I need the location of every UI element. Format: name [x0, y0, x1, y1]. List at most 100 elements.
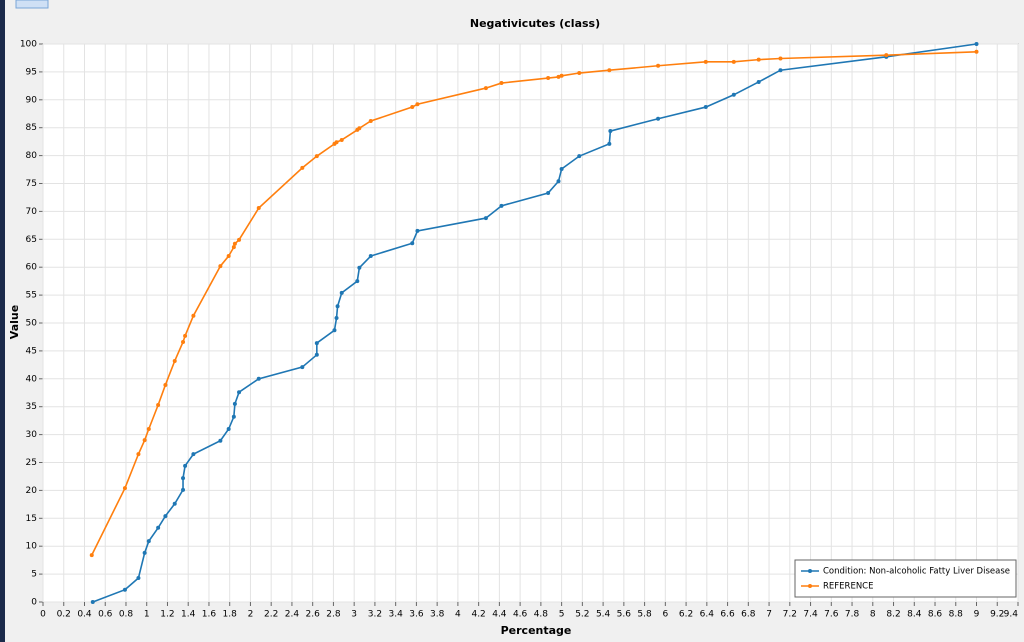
grid: 0510152025303540455055606570758085909510…	[20, 40, 1019, 620]
data-point	[332, 328, 337, 333]
data-point	[163, 382, 168, 387]
data-point	[237, 390, 242, 395]
x-tick-label: 5	[559, 610, 565, 620]
x-tick-label: 7.6	[824, 610, 839, 620]
legend-box	[794, 559, 1017, 598]
x-tick-label: 4.2	[471, 610, 485, 620]
x-tick-label: 8	[870, 610, 876, 620]
data-point	[483, 216, 488, 221]
data-point	[607, 141, 612, 146]
data-point	[142, 550, 147, 555]
data-point	[499, 81, 504, 86]
data-point	[556, 74, 561, 79]
x-tick-label: 2.6	[306, 610, 321, 620]
data-point	[368, 119, 373, 124]
data-point	[499, 203, 504, 208]
data-point	[546, 76, 551, 81]
x-tick-label: 1.6	[202, 610, 217, 620]
data-point	[756, 57, 761, 62]
x-tick-label: 9.4	[1004, 610, 1019, 620]
data-point	[146, 539, 151, 544]
data-point	[136, 576, 141, 581]
y-tick-label: 100	[20, 40, 37, 50]
data-point	[559, 73, 564, 78]
data-point	[778, 68, 783, 73]
x-tick-label: 0.4	[77, 610, 92, 620]
y-tick-label: 25	[26, 458, 37, 468]
x-tick-label: 5.6	[617, 610, 632, 620]
series-group	[89, 42, 979, 604]
x-tick-label: 9	[974, 610, 980, 620]
y-tick-label: 90	[26, 95, 38, 105]
data-point	[156, 403, 161, 408]
data-point	[656, 63, 661, 68]
data-point	[756, 79, 761, 84]
data-point	[232, 241, 237, 246]
data-point	[237, 237, 242, 242]
data-point	[183, 333, 188, 338]
legend-label: Condition: Non-alcoholic Fatty Liver Dis…	[823, 567, 1010, 577]
data-point	[256, 206, 261, 211]
y-tick-label: 85	[26, 123, 37, 133]
x-tick-label: 0.6	[98, 610, 113, 620]
y-tick-label: 40	[26, 374, 38, 384]
data-point	[577, 154, 582, 159]
x-tick-label: 1.8	[223, 610, 238, 620]
x-tick-label: 6.6	[720, 610, 735, 620]
data-point	[546, 190, 551, 195]
x-tick-label: 3	[351, 610, 357, 620]
x-tick-label: 2.2	[264, 610, 278, 620]
data-point	[256, 376, 261, 381]
data-point	[191, 452, 196, 457]
y-tick-label: 45	[26, 346, 37, 356]
data-point	[181, 487, 186, 492]
data-point	[218, 264, 223, 269]
data-point	[231, 414, 236, 419]
data-point	[703, 105, 708, 110]
x-tick-label: 9.2	[990, 610, 1004, 620]
data-point	[314, 352, 319, 357]
data-point	[731, 92, 736, 97]
data-point	[608, 129, 613, 134]
data-point	[974, 42, 979, 46]
x-tick-label: 2.4	[285, 610, 300, 620]
x-tick-label: 3.6	[409, 610, 424, 620]
y-tick-label: 0	[31, 598, 37, 608]
data-point	[974, 49, 979, 54]
data-point	[146, 427, 151, 432]
x-tick-label: 7.8	[845, 610, 860, 620]
data-point	[339, 290, 344, 295]
data-point	[339, 137, 344, 142]
y-tick-label: 20	[26, 486, 38, 496]
x-tick-label: 1.4	[181, 610, 196, 620]
data-point	[607, 68, 612, 73]
data-point	[556, 179, 561, 184]
x-tick-label: 7.2	[783, 610, 797, 620]
data-point	[181, 476, 186, 481]
data-point	[136, 452, 141, 457]
data-point	[226, 427, 231, 432]
x-tick-label: 5.4	[596, 610, 611, 620]
y-tick-label: 15	[26, 514, 37, 524]
y-tick-label: 70	[26, 207, 38, 217]
x-tick-label: 6	[662, 610, 668, 620]
y-tick-label: 80	[26, 151, 38, 161]
data-point	[218, 438, 223, 443]
data-point	[231, 245, 236, 250]
y-tick-label: 10	[26, 542, 38, 552]
toolbar-button[interactable]	[15, 0, 49, 9]
data-point	[183, 463, 188, 468]
x-tick-label: 8.4	[907, 610, 922, 620]
data-point	[314, 154, 319, 159]
data-point	[314, 341, 319, 346]
y-tick-label: 35	[26, 402, 37, 412]
x-tick-label: 6.8	[741, 610, 756, 620]
x-tick-label: 7.4	[803, 610, 818, 620]
x-tick-label: 6.2	[679, 610, 693, 620]
legend-swatch-dot	[808, 569, 812, 573]
y-tick-label: 50	[26, 319, 38, 329]
data-point	[156, 525, 161, 530]
data-point	[300, 165, 305, 170]
data-point	[577, 71, 582, 76]
